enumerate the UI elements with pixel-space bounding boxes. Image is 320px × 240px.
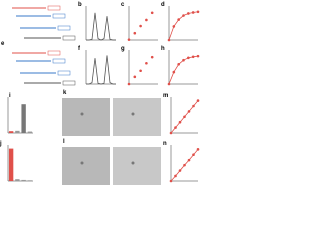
data-point [169,131,173,135]
panel-label: f [78,46,81,52]
data-point [133,31,137,35]
bar [15,179,20,181]
data-point [196,10,200,14]
data-point [192,153,195,157]
data-point [150,55,154,59]
bar [27,180,33,181]
data-point [178,169,182,172]
data-point [139,24,142,28]
panel-label: n [163,141,167,147]
data-point [174,174,177,178]
panel-label: c [121,2,125,8]
data-point [127,38,131,41]
line-series [86,12,116,41]
particle [80,112,84,116]
bar [8,131,14,133]
bar [27,131,33,133]
panel-label: e [1,41,5,47]
data-point [172,25,176,28]
panel-label: a [1,0,5,2]
bar [8,148,14,181]
data-point [196,148,200,151]
micrograph [113,147,161,185]
schematic-block [57,25,71,31]
data-point [139,69,142,73]
data-point [167,38,171,42]
panel-label: m [163,93,168,99]
panel-label: h [161,46,165,52]
data-point [145,61,148,65]
data-point [178,120,182,124]
data-point [172,70,176,74]
schematic-block [57,70,71,76]
bar [21,104,26,133]
data-point [145,18,148,22]
data-point [196,54,200,58]
particle [80,161,84,165]
data-point [187,158,191,162]
data-point [192,104,195,108]
data-point [183,115,186,119]
line-series [86,55,116,85]
micrograph [62,98,110,136]
data-point [177,62,180,66]
micrograph [62,147,110,185]
schematic-block [52,58,66,64]
particle [131,161,135,165]
panel-label: i [9,93,11,99]
data-point [182,14,185,17]
data-point [191,11,195,14]
data-point [174,126,177,129]
panel-label: l [63,139,65,145]
data-point [169,179,173,183]
data-point [182,58,185,62]
panel-label: g [121,46,125,52]
schematic-block [47,50,61,56]
micrograph [113,98,161,136]
data-point [183,163,186,167]
data-point [167,82,171,86]
data-point [150,11,154,15]
bar [21,179,26,181]
data-point [177,18,180,21]
panel-label: j [0,141,2,147]
data-point [191,55,195,59]
schematic-block [62,35,76,41]
schematic-block [52,13,66,19]
data-point [187,12,190,15]
data-point [133,75,137,79]
data-point [127,82,131,86]
data-point [187,110,191,113]
bar [15,130,20,133]
data-point [196,99,200,102]
particle [131,112,135,116]
data-point [187,56,190,60]
panel-label: b [78,2,82,8]
schematic-block [62,80,76,86]
panel-label: d [161,2,165,8]
panel-label: k [63,90,67,96]
figure: a b c d e f g h i k m j l n [0,0,200,185]
schematic-block [47,5,61,11]
